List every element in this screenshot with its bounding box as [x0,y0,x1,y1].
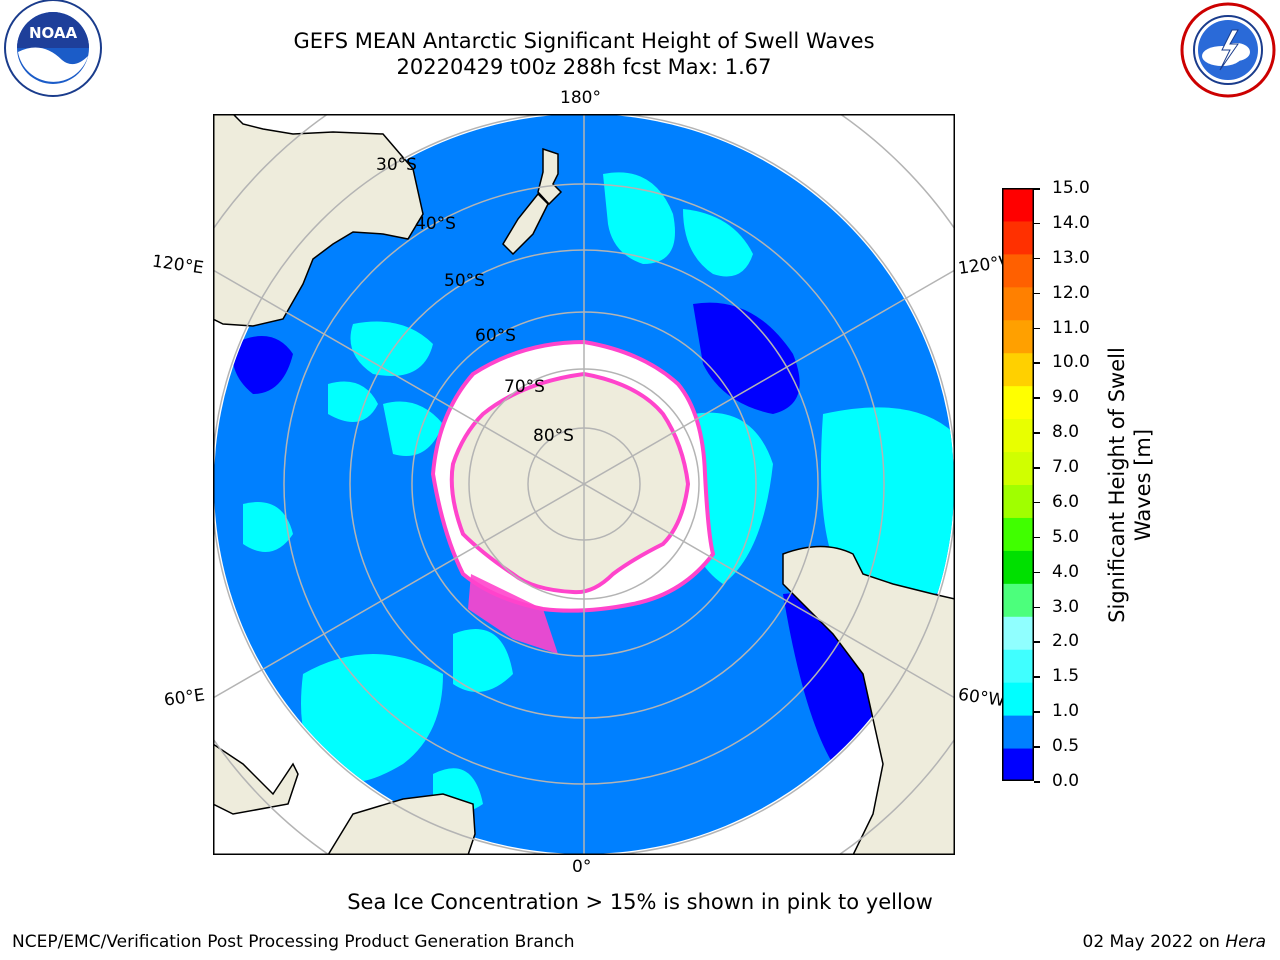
colorbar-tick-label: 8.0 [1052,422,1080,443]
graticule [213,114,955,855]
colorbar-tick-label: 4.0 [1052,561,1080,582]
colorbar-segment [1002,286,1034,321]
lat-label-80s: 80°S [533,426,574,446]
colorbar-segment [1002,550,1034,584]
latitude-labels: 30°S 40°S 50°S 60°S 70°S 80°S [376,155,574,446]
lon-label-60e: 60°E [162,685,207,711]
lat-label-70s: 70°S [504,377,545,397]
colorbar-tick-label: 7.0 [1052,457,1080,478]
colorbar-tick-mark [1034,606,1040,609]
colorbar-segment [1002,220,1034,255]
colorbar-tick-label: 0.0 [1052,771,1080,791]
colorbar-tick-mark [1034,467,1040,469]
nws-logo [1180,2,1276,98]
colorbar-segment [1002,319,1034,354]
colorbar-tick-mark [1034,257,1040,260]
colorbar-segment [1002,517,1034,551]
colorbar-label: Significant Height of Swell Waves [m] [1104,335,1156,635]
lon-label-120e: 120°E [150,251,205,279]
colorbar-tick-mark [1034,571,1040,574]
colorbar-segment [1002,715,1034,749]
colorbar-segment [1002,484,1034,518]
colorbar-segment [1002,253,1034,288]
colorbar-tick-mark [1034,676,1040,678]
colorbar-label-line1: Significant Height of Swell [1105,347,1129,623]
colorbar-tick-label: 12.0 [1052,282,1090,303]
colorbar-tick-mark [1034,432,1040,434]
noaa-logo-text: NOAA [29,24,78,42]
colorbar-tick-mark [1034,327,1040,330]
colorbar-label-line2: Waves [m] [1131,428,1155,542]
colorbar-tick-mark [1034,711,1040,713]
swell-patches-high [243,172,954,814]
lon-label-60w: 60°W [956,684,1007,712]
colorbar-tick-mark [1034,536,1040,539]
lat-label-50s: 50°S [444,271,485,291]
colorbar-tick-label: 6.0 [1052,491,1080,512]
colorbar [1002,188,1034,781]
colorbar-segment [1002,748,1034,781]
map-title: GEFS MEAN Antarctic Significant Height o… [293,29,875,53]
colorbar-tick-label: 14.0 [1052,212,1090,233]
colorbar-tick-label: 15.0 [1052,178,1090,198]
map-subtitle: 20220429 t00z 288h fcst Max: 1.67 [396,55,772,79]
colorbar-segment [1002,352,1034,387]
colorbar-tick-label: 1.5 [1052,666,1080,687]
colorbar-tick-label: 9.0 [1052,387,1080,408]
lon-label-0: 0° [572,857,592,877]
colorbar-segment [1002,451,1034,485]
colorbar-tick-mark [1034,292,1040,295]
polar-map: 30°S 40°S 50°S 60°S 70°S 80°S [213,114,955,855]
colorbar-tick-label: 0.5 [1052,736,1080,757]
footer-credit: NCEP/EMC/Verification Post Processing Pr… [12,932,575,952]
colorbar-tick-label: 13.0 [1052,247,1090,268]
colorbar-segment [1002,188,1034,222]
noaa-logo: NOAA [4,0,102,97]
colorbar-tick-label: 11.0 [1052,317,1090,338]
colorbar-tick-mark [1034,188,1040,190]
colorbar-tick-mark [1034,362,1040,364]
lat-label-40s: 40°S [415,214,456,234]
colorbar-tick-mark [1034,641,1040,643]
footer-machine: Hera [1225,932,1266,952]
colorbar-segment [1002,682,1034,716]
colorbar-tick-mark [1034,397,1040,399]
colorbar-tick-mark [1034,501,1040,504]
colorbar-segment [1002,418,1034,453]
colorbar-segment [1002,616,1034,650]
colorbar-tick-label: 5.0 [1052,526,1080,547]
colorbar-tick-label: 3.0 [1052,596,1080,617]
sea-ice [430,339,716,654]
footer-date-text: 02 May 2022 on [1082,932,1226,952]
colorbar-tick-mark [1034,746,1040,748]
colorbar-tick-label: 2.0 [1052,631,1080,652]
colorbar-tick-label: 1.0 [1052,701,1080,722]
lat-label-30s: 30°S [376,155,417,175]
colorbar-tick-label: 10.0 [1052,352,1090,373]
colorbar-segment [1002,385,1034,420]
colorbar-segment [1002,583,1034,617]
colorbar-tick-mark [1034,222,1040,225]
colorbar-segment [1002,649,1034,683]
caption: Sea Ice Concentration > 15% is shown in … [347,890,933,914]
colorbar-tick-mark [1034,781,1040,783]
footer-date: 02 May 2022 on Hera [1083,932,1267,952]
lat-label-60s: 60°S [475,326,516,346]
lon-label-180: 180° [560,88,601,108]
